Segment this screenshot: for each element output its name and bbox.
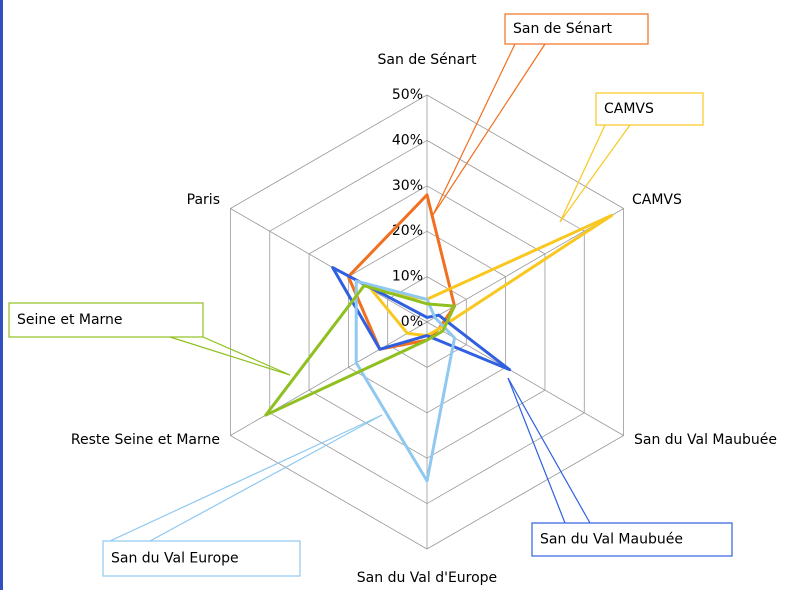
callout-box [595, 92, 704, 126]
callout-leader [559, 124, 631, 223]
callout-leader [507, 377, 566, 524]
legend-label: San du Val Europe [111, 551, 239, 567]
callout-leader [202, 336, 291, 376]
callout-box [531, 522, 733, 557]
axis-line [230, 208, 428, 323]
left-border [0, 0, 3, 590]
callout-leader [432, 43, 546, 216]
callout-box [8, 302, 204, 338]
callout-leader [109, 414, 383, 542]
axis-label: Reste Seine et Marne [71, 432, 220, 448]
axis-line [426, 321, 624, 436]
callout-leader [507, 377, 591, 524]
series-line [354, 279, 457, 483]
r-tick-label: 50% [392, 87, 423, 103]
r-tick-label: 40% [392, 132, 423, 148]
callout-box [504, 13, 649, 45]
legend-label: Seine et Marne [17, 312, 123, 328]
callout-leader [559, 124, 606, 223]
series-line [264, 284, 457, 417]
axis-label: San du Val Maubuée [634, 432, 777, 448]
legend-label: San de Sénart [513, 21, 612, 37]
r-tick-label: 30% [392, 178, 423, 194]
axis-label: Paris [187, 192, 220, 208]
axis-label: CAMVS [632, 192, 682, 208]
axis-line [230, 321, 428, 436]
legend-label: CAMVS [604, 101, 654, 117]
callout-leader [432, 43, 516, 216]
callout-leader [169, 336, 291, 376]
legend-label: San du Val Maubuée [540, 532, 683, 548]
callout-leader [149, 414, 383, 542]
r-tick-label: 20% [392, 223, 423, 239]
r-tick-label: 10% [392, 269, 423, 285]
r-tick-label: 0% [401, 314, 423, 330]
callout-box [102, 540, 301, 577]
axis-label: San de Sénart [378, 52, 477, 68]
series-line [331, 266, 512, 372]
axis-label: San du Val d'Europe [357, 570, 497, 586]
